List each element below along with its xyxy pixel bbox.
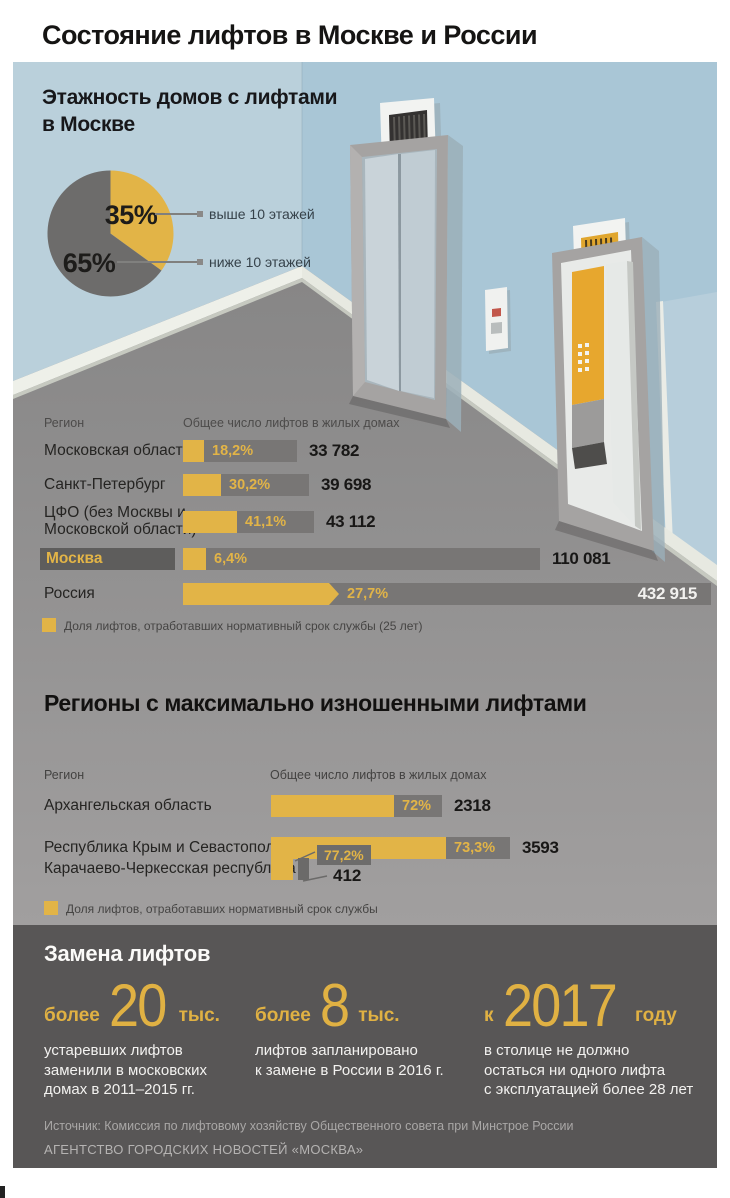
replacement-panel: Замена лифтов более 20 тыс. устаревших л… bbox=[13, 925, 717, 1168]
pie-legend-above10: выше 10 этажей bbox=[209, 206, 315, 222]
pie-legend-below10: ниже 10 этажей bbox=[209, 254, 311, 270]
bar-remainder bbox=[298, 858, 309, 880]
stat-number: 2017 bbox=[502, 972, 618, 1039]
pie-connector-line bbox=[155, 213, 197, 215]
infographic-panel: Этажность домов с лифтами в Москве 35% 65… bbox=[13, 62, 717, 925]
bar-pct: 72% bbox=[402, 798, 432, 814]
pie-chart bbox=[47, 170, 174, 297]
agency-credit: АГЕНТСТВО ГОРОДСКИХ НОВОСТЕЙ «МОСКВА» bbox=[44, 1142, 364, 1157]
pie-value-above10: 35% bbox=[104, 200, 158, 230]
bar-pct: 6,4% bbox=[214, 551, 248, 567]
bar-fill bbox=[183, 474, 221, 496]
region-column-header: Регион bbox=[44, 768, 85, 782]
stat-description: лифтов запланировано к замене в России в … bbox=[255, 1042, 444, 1079]
chart-row-label: ЦФО (без Москвы и Московской области) bbox=[44, 504, 197, 538]
bar-value: 39 698 bbox=[321, 475, 372, 494]
call-button-panel bbox=[485, 287, 508, 351]
pie-slice bbox=[47, 170, 162, 297]
elevator-door-right-leaf bbox=[401, 150, 435, 398]
section2-heading: Регионы с максимально изношенными лифтам… bbox=[44, 690, 587, 716]
bar-fill bbox=[183, 583, 339, 605]
elevator-door-left-leaf bbox=[365, 154, 399, 391]
bar-value: 2318 bbox=[454, 796, 491, 815]
bar-value: 33 782 bbox=[309, 441, 360, 460]
pie-value-below10: 65% bbox=[62, 248, 116, 278]
page-title: Состояние лифтов в Москве и России bbox=[42, 20, 538, 50]
elevator-cab-back-wall bbox=[572, 266, 604, 405]
stat-number: 20 bbox=[108, 972, 167, 1039]
stat-description: устаревших лифтов заменили в московских до… bbox=[44, 1042, 207, 1098]
chart-row-label: Архангельская область bbox=[44, 797, 212, 814]
bar-value: 110 081 bbox=[552, 549, 611, 568]
chart-row-label: Санкт-Петербург bbox=[44, 476, 166, 493]
elevator-open-door-leaf bbox=[606, 261, 635, 526]
replacement-heading: Замена лифтов bbox=[44, 941, 211, 966]
bar-value: 432 915 bbox=[637, 584, 698, 603]
region-column-header: Регион bbox=[44, 416, 85, 430]
call-button-red bbox=[492, 308, 501, 317]
callout-lines bbox=[294, 851, 328, 882]
bar-fill bbox=[271, 795, 394, 817]
bar-pct: 73,3% bbox=[454, 840, 496, 856]
chart-row-label: Республика Крым и Севастополь bbox=[44, 839, 283, 856]
source-credit: Источник: Комиссия по лифтовому хозяйств… bbox=[44, 1119, 574, 1133]
value-column-header: Общее число лифтов в жилых домах bbox=[270, 768, 487, 782]
stat-number: 8 bbox=[319, 972, 350, 1039]
call-button-gray bbox=[491, 322, 502, 334]
bar-value: 3593 bbox=[522, 838, 559, 857]
bar-pct: 27,7% bbox=[347, 586, 389, 602]
stat-2017-target: к 2017 году в столице не должно остаться … bbox=[484, 972, 694, 1099]
chart-row-label: Россия bbox=[44, 585, 95, 602]
bar-track bbox=[183, 440, 297, 462]
legend-swatch bbox=[42, 618, 56, 632]
chart-row-label: Московская область bbox=[44, 442, 191, 459]
legend-swatch bbox=[44, 901, 58, 915]
pie-legend-bullet bbox=[197, 211, 203, 217]
elevator-hall-illustration bbox=[13, 62, 717, 925]
bar-pct: 41,1% bbox=[245, 514, 287, 530]
baseboard-left bbox=[13, 266, 302, 395]
bar-fill bbox=[183, 511, 237, 533]
cab-button-panel bbox=[578, 343, 589, 372]
chart-row-label: Карачаево-Черкесская республика bbox=[44, 860, 296, 877]
bar-fill bbox=[183, 440, 204, 462]
bar-value: 43 112 bbox=[326, 512, 376, 531]
pie-heading: Этажность домов с лифтами в Москве bbox=[42, 86, 338, 136]
pie-connector-line bbox=[117, 261, 197, 263]
bar-value: 412 bbox=[333, 866, 362, 885]
bar-pct: 77,2% bbox=[317, 845, 371, 865]
pie-slice bbox=[110, 170, 174, 271]
bar-fill bbox=[183, 548, 206, 570]
pie-legend-bullet bbox=[197, 259, 203, 265]
chart-row-label-highlight: Москва bbox=[40, 548, 175, 570]
stat-planned-russia: более 8 тыс. лифтов запланировано к замен… bbox=[255, 972, 444, 1079]
bar-pct: 18,2% bbox=[212, 443, 254, 459]
corner-notch bbox=[0, 1186, 5, 1198]
bar-track bbox=[183, 548, 540, 570]
stat-replaced-moscow: более 20 тыс. устаревших лифтов заменили … bbox=[44, 972, 220, 1099]
bar-fill bbox=[271, 858, 293, 880]
value-column-header: Общее число лифтов в жилых домах bbox=[183, 416, 400, 430]
bar-pct: 30,2% bbox=[229, 477, 271, 493]
stat-description: в столице не должно остаться ни одного ли… bbox=[484, 1042, 694, 1098]
